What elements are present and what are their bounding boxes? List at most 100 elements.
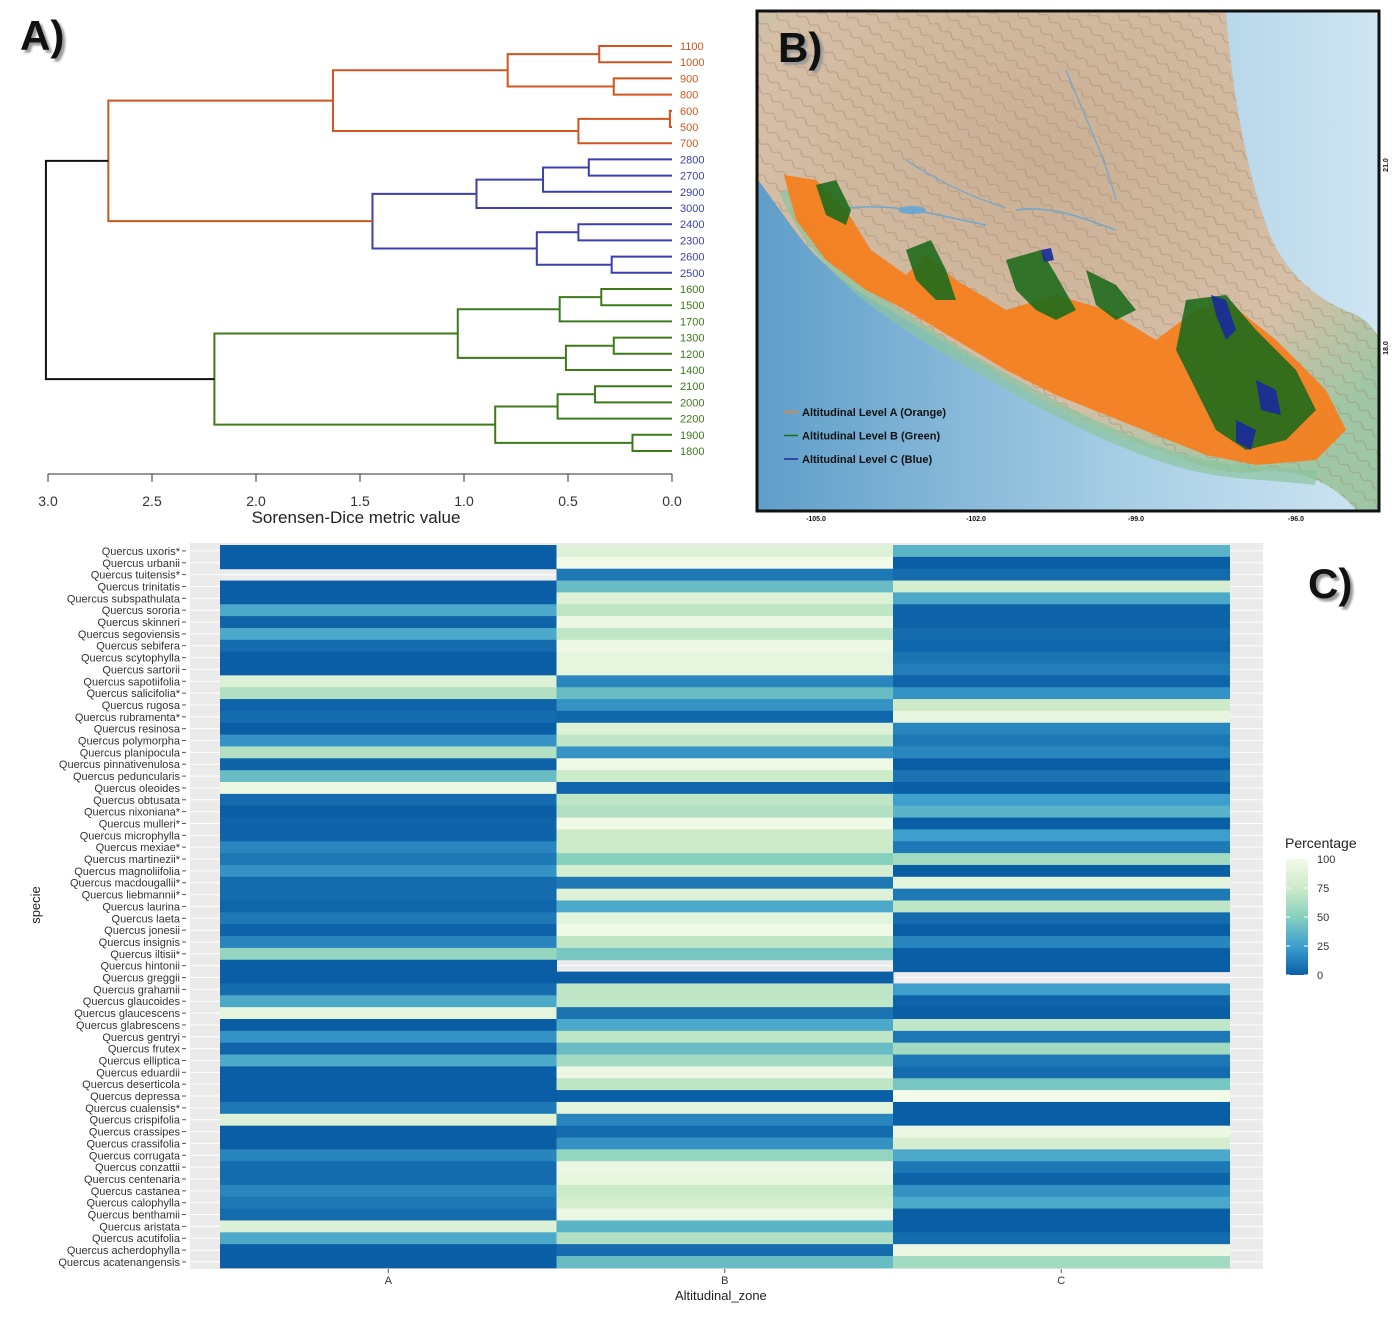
heatmap-row-label: Quercus planipocula <box>80 747 181 759</box>
heatmap-cell <box>220 1137 557 1150</box>
heatmap-cell <box>220 1149 557 1162</box>
heatmap-cell <box>556 1208 894 1221</box>
heatmap-cell <box>220 947 557 961</box>
heatmap-cell <box>220 687 557 700</box>
heatmap-cell <box>556 1066 894 1079</box>
heatmap-cell <box>220 853 557 866</box>
heatmap-cell <box>220 734 557 747</box>
heatmap-cell <box>893 924 1230 937</box>
heatmap-row-label: Quercus calophylla <box>86 1198 180 1210</box>
heatmap-cell <box>556 663 894 676</box>
heatmap-cell <box>220 699 557 712</box>
heatmap-row-label: Quercus urbanii <box>102 558 180 570</box>
heatmap-cell <box>556 841 894 854</box>
dendrogram-branch <box>44 159 215 381</box>
map-longitude-label: -105.0 <box>806 516 826 523</box>
heatmap-cell <box>220 592 557 605</box>
heatmap-row-label: Quercus glaucescens <box>74 1008 180 1020</box>
heatmap-legend-tick-label: 0 <box>1317 970 1323 982</box>
heatmap-cell <box>556 924 894 937</box>
heatmap-cell <box>893 1042 1230 1056</box>
heatmap-legend-tick-label: 75 <box>1317 883 1329 895</box>
heatmap-cell <box>893 876 1230 890</box>
dendrogram-leaf-label: 1800 <box>680 446 704 458</box>
heatmap-cell <box>893 1101 1230 1115</box>
heatmap-row-label: Quercus deserticola <box>82 1079 181 1091</box>
heatmap-cell <box>220 675 557 688</box>
map-longitude-label: -96.0 <box>1288 516 1304 523</box>
heatmap-cell <box>556 746 894 759</box>
heatmap-cell <box>893 722 1230 736</box>
heatmap-cell <box>556 876 894 890</box>
heatmap-row-label: Quercus scytophylla <box>81 653 181 665</box>
heatmap-cell <box>220 1161 557 1174</box>
heatmap-row-label: Quercus salicifolia* <box>86 688 180 700</box>
heatmap-cell <box>556 829 894 842</box>
map-zone-b <box>816 180 851 225</box>
heatmap-cell <box>893 1054 1230 1067</box>
heatmap-column-label: B <box>721 1275 728 1287</box>
heatmap-cell <box>220 1184 557 1198</box>
heatmap-cell <box>893 734 1230 747</box>
heatmap-row-label: Quercus rubramenta* <box>75 712 181 724</box>
map-legend-label: Altitudinal Level B (Green) <box>802 431 940 443</box>
heatmap-cell <box>556 616 894 629</box>
dendrogram-leaf-label: 2600 <box>680 252 704 264</box>
map-zone-b <box>1006 250 1076 320</box>
heatmap-cell <box>220 782 557 795</box>
heatmap-cell <box>893 793 1230 807</box>
heatmap-cell <box>220 1042 557 1056</box>
dendrogram-branch <box>612 336 672 355</box>
heatmap-cell <box>893 1030 1230 1044</box>
heatmap-cell <box>220 710 557 724</box>
heatmap-cell <box>556 793 894 807</box>
heatmap-cell <box>556 699 894 712</box>
heatmap-cell <box>893 699 1230 712</box>
heatmap-row-label: Quercus crassipes <box>89 1127 181 1139</box>
dendrogram-tick-label: 0.0 <box>662 493 682 509</box>
heatmap-row-label: Quercus laeta <box>112 913 181 925</box>
dendrogram-leaf-label: 900 <box>680 73 698 85</box>
heatmap-cell <box>893 1090 1230 1103</box>
dendrogram-branch <box>577 117 672 145</box>
heatmap-row-label: Quercus grahamii <box>93 984 180 996</box>
heatmap-cell <box>893 616 1230 629</box>
heatmap-cell <box>556 1184 894 1198</box>
heatmap-cell <box>893 900 1230 913</box>
heatmap-cell <box>556 1137 894 1150</box>
map-lake <box>898 206 926 214</box>
heatmap-cell <box>556 1078 894 1091</box>
map-coastal-plain <box>779 187 1317 485</box>
dendrogram-leaf-label: 1300 <box>680 333 704 345</box>
heatmap-row-label: Quercus elliptica <box>99 1055 181 1067</box>
heatmap-cell <box>556 1220 894 1233</box>
map-longitude-ticks: -105.0 -102.0 -99.0 -96.0 <box>806 516 1304 523</box>
heatmap-row-label: Quercus obtusata <box>93 795 181 807</box>
dendrogram-branch <box>631 433 672 452</box>
heatmap-cell <box>556 1030 894 1044</box>
heatmap-row-label: Quercus nixoniana* <box>84 807 181 819</box>
heatmap-cell <box>893 1161 1230 1174</box>
heatmap-cell <box>893 912 1230 925</box>
dendrogram-leaf-label: 2900 <box>680 187 704 199</box>
heatmap-cell <box>220 1220 557 1233</box>
heatmap-cell <box>220 651 557 664</box>
map-zone-c <box>1041 248 1054 262</box>
heatmap-cell <box>220 805 557 819</box>
dendrogram-leaf-label: 700 <box>680 138 698 150</box>
heatmap-cell <box>220 556 557 570</box>
dendrogram-leaf-label: 1500 <box>680 300 704 312</box>
heatmap-cell <box>556 651 894 664</box>
heatmap-cell <box>556 639 894 653</box>
heatmap-row-label: Quercus microphylla <box>80 830 181 842</box>
map-legend-label: Altitudinal Level C (Blue) <box>802 454 933 466</box>
heatmap-cell <box>556 592 894 605</box>
dendrogram-leaf-label: 600 <box>680 106 698 118</box>
dendrogram-leaf-label: 500 <box>680 122 698 134</box>
heatmap-cell <box>220 1078 557 1091</box>
heatmap-cell <box>220 971 557 984</box>
heatmap-row-label: Quercus glabrescens <box>76 1020 180 1032</box>
heatmap-row-label: Quercus skinneri <box>97 617 180 629</box>
dendrogram-tick-label: 1.0 <box>454 493 474 509</box>
